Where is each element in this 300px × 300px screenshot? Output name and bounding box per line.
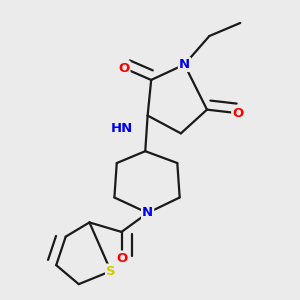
Text: N: N [142, 206, 153, 219]
Text: S: S [106, 265, 116, 278]
Text: HN: HN [110, 122, 133, 135]
Text: O: O [116, 251, 127, 265]
Text: O: O [232, 107, 244, 120]
Text: N: N [179, 58, 190, 71]
Text: O: O [118, 61, 130, 75]
